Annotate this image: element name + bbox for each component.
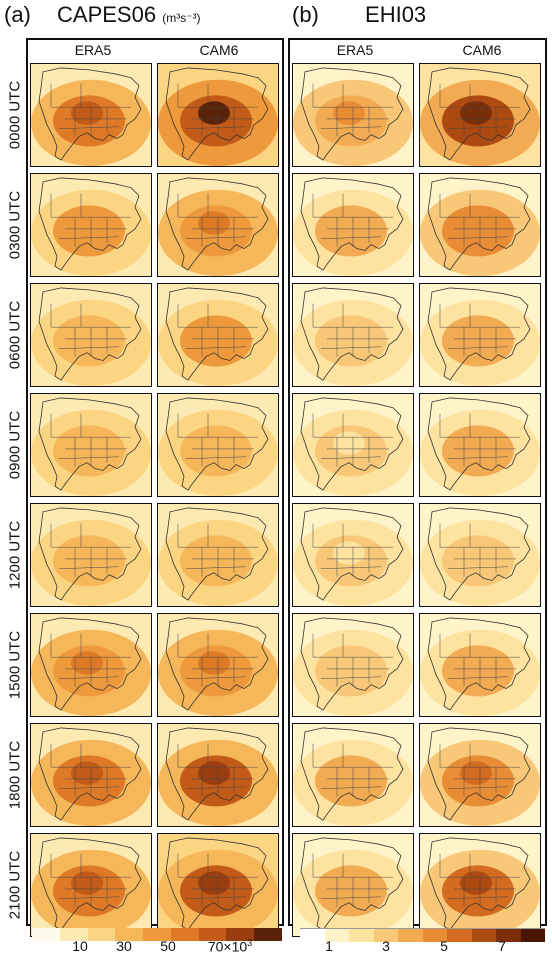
panel-b-col-era5: ERA5 (336, 42, 374, 58)
panel-b-title: EHI03 (365, 2, 427, 27)
colorbar-segment (324, 929, 349, 942)
map-capes-cam6-0000 (157, 63, 279, 167)
map-capes-era5-1500 (30, 613, 152, 717)
ehi-colorbar (300, 928, 545, 942)
map-capes-cam6-0300 (157, 173, 279, 277)
colorbar-segment (520, 929, 545, 942)
map-capes-era5-1200 (30, 503, 152, 607)
capes-colorbar (32, 928, 283, 941)
panel-a-label: (a) (4, 2, 31, 27)
row-label-0000: 0000 UTC (6, 80, 24, 150)
panel-a-header: (a) CAPES06 (m³s⁻³) (4, 2, 201, 28)
row-label-0300: 0300 UTC (6, 190, 24, 260)
map-capes-era5-0900 (30, 393, 152, 497)
row-label-1800: 1800 UTC (6, 740, 24, 810)
ehi-tick-7: 7 (498, 938, 506, 954)
panel-a-title: CAPES06 (57, 2, 157, 27)
panel-a-frame (26, 38, 284, 926)
colorbar-segment (471, 929, 496, 942)
map-capes-cam6-2100 (157, 833, 279, 937)
map-capes-era5-2100 (30, 833, 152, 937)
map-capes-cam6-1800 (157, 723, 279, 827)
map-capes-era5-0000 (30, 63, 152, 167)
colorbar-segment (300, 929, 325, 942)
panel-a-units: (m³s⁻³) (162, 11, 201, 25)
ehi-tick-3: 3 (382, 938, 390, 954)
colorbar-segment (398, 929, 423, 942)
row-label-2100: 2100 UTC (6, 850, 24, 920)
map-ehi-cam6-0600 (419, 283, 541, 387)
map-ehi-cam6-0900 (419, 393, 541, 497)
capes-tick-exponent: 3 (247, 938, 253, 948)
map-ehi-era5-1200 (292, 503, 414, 607)
panel-b-frame (288, 38, 547, 926)
panel-a-col-era5: ERA5 (74, 42, 112, 58)
colorbar-segment (87, 928, 116, 941)
ehi-tick-5: 5 (440, 938, 448, 954)
map-ehi-era5-2100 (292, 833, 414, 937)
row-label-1500: 1500 UTC (6, 630, 24, 700)
colorbar-segment (373, 929, 398, 942)
map-ehi-cam6-1800 (419, 723, 541, 827)
capes-tick-10: 10 (72, 938, 88, 954)
colorbar-segment (447, 929, 472, 942)
row-label-0900: 0900 UTC (6, 410, 24, 480)
map-ehi-era5-0300 (292, 173, 414, 277)
map-capes-era5-0600 (30, 283, 152, 387)
map-ehi-cam6-0000 (419, 63, 541, 167)
panel-b-col-cam6: CAM6 (462, 42, 502, 58)
map-capes-era5-1800 (30, 723, 152, 827)
capes-tick-70: 70×103 (207, 938, 253, 955)
map-ehi-era5-1500 (292, 613, 414, 717)
map-ehi-cam6-1500 (419, 613, 541, 717)
map-ehi-era5-0000 (292, 63, 414, 167)
map-ehi-cam6-1200 (419, 503, 541, 607)
colorbar-segment (198, 928, 227, 941)
map-ehi-cam6-0300 (419, 173, 541, 277)
colorbar-segment (170, 928, 199, 941)
map-ehi-cam6-2100 (419, 833, 541, 937)
capes-tick-50: 50 (160, 938, 176, 954)
map-capes-cam6-1500 (157, 613, 279, 717)
colorbar-segment (349, 929, 374, 942)
ehi-tick-1: 1 (325, 938, 333, 954)
row-label-1200: 1200 UTC (6, 520, 24, 590)
map-capes-cam6-0600 (157, 283, 279, 387)
row-label-0600: 0600 UTC (6, 300, 24, 370)
map-ehi-era5-1800 (292, 723, 414, 827)
colorbar-segment (115, 928, 144, 941)
map-capes-cam6-0900 (157, 393, 279, 497)
map-ehi-era5-0900 (292, 393, 414, 497)
colorbar-segment (254, 928, 283, 941)
colorbar-segment (226, 928, 255, 941)
colorbar-segment (59, 928, 88, 941)
capes-tick-30: 30 (116, 938, 132, 954)
panel-b-header: (b) EHI03 (292, 2, 426, 28)
panel-a-col-cam6: CAM6 (199, 42, 239, 58)
map-capes-cam6-1200 (157, 503, 279, 607)
colorbar-segment (422, 929, 447, 942)
map-ehi-era5-0600 (292, 283, 414, 387)
colorbar-segment (143, 928, 171, 941)
map-capes-era5-0300 (30, 173, 152, 277)
colorbar-segment (496, 929, 521, 942)
colorbar-segment (32, 928, 60, 941)
panel-b-label: (b) (292, 2, 319, 27)
